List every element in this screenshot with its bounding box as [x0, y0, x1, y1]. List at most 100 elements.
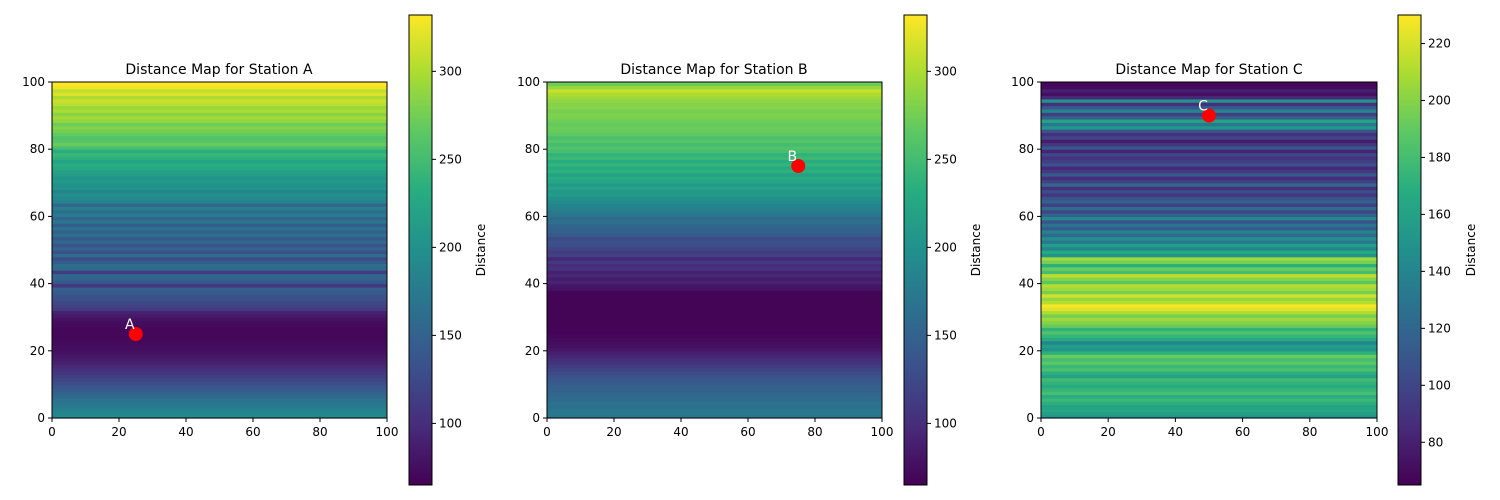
- x-tick-label: 60: [1235, 425, 1250, 439]
- heatmap-row: [1041, 179, 1377, 184]
- heatmap-row: [547, 196, 882, 201]
- heatmap-row: [52, 129, 387, 133]
- heatmap-row: [547, 85, 882, 90]
- distance-map-panel-a: Distance Map for Station A 0 20 40 60 80 100 …: [22, 14, 488, 486]
- heatmap-row: [547, 102, 882, 107]
- heatmap-row: [1041, 360, 1377, 365]
- heatmap-row: [52, 223, 387, 228]
- heatmap-row: [1041, 286, 1377, 291]
- heatmap-row: [547, 313, 882, 318]
- heatmap-row: [547, 377, 882, 382]
- heatmap-row: [52, 323, 387, 328]
- heatmap-row: [547, 370, 882, 375]
- heatmap-row: [52, 263, 387, 268]
- heatmap-row: [547, 290, 882, 295]
- x-tick-label: 80: [312, 425, 327, 439]
- heatmap-row: [547, 192, 882, 197]
- heatmap-row: [1041, 145, 1377, 150]
- colorbar-tick-label: 140: [1428, 264, 1451, 278]
- heatmap-row: [1041, 407, 1377, 412]
- x-tick-label: 0: [543, 425, 551, 439]
- heatmap-row: [1041, 313, 1377, 318]
- heatmap-row: [52, 381, 387, 385]
- colorbar-ticks: 100 150 200 250 300: [927, 64, 957, 430]
- heatmap-row: [52, 236, 387, 241]
- station-marker-b: B: [787, 149, 806, 173]
- heatmap-row: [547, 219, 882, 224]
- heatmap-row: [1041, 142, 1377, 147]
- y-tick-label: 100: [1011, 75, 1034, 89]
- heatmap-row: [547, 407, 882, 412]
- x-tick-label: 80: [1302, 425, 1317, 439]
- heatmap-row: [547, 266, 882, 271]
- heatmap-row: [1041, 327, 1377, 332]
- heatmap-row: [52, 320, 387, 325]
- heatmap-row: [52, 112, 387, 117]
- colorbar-tick-label: 300: [934, 64, 957, 78]
- heatmap-row: [52, 394, 387, 399]
- heatmap-row: [547, 381, 882, 385]
- heatmap-row: [1041, 263, 1377, 268]
- heatmap-row: [547, 300, 882, 305]
- heatmap-row: [547, 142, 882, 147]
- heatmap-row: [52, 367, 387, 372]
- colorbar-tick-label: 200: [439, 240, 462, 254]
- heatmap-row: [547, 202, 882, 207]
- heatmap-row: [52, 82, 387, 86]
- heatmap-row: [547, 88, 882, 93]
- heatmap-row: [547, 280, 882, 285]
- heatmap-row: [52, 229, 387, 234]
- heatmap-row: [547, 327, 882, 332]
- heatmap-row: [547, 95, 882, 100]
- heatmap-row: [547, 411, 882, 416]
- heatmap-row: [547, 263, 882, 268]
- heatmap-row: [547, 344, 882, 349]
- heatmap-row: [1041, 162, 1377, 167]
- heatmap-row: [1041, 216, 1377, 221]
- heatmap-row: [547, 414, 882, 419]
- heatmap-row: [1041, 169, 1377, 174]
- heatmap-row: [1041, 226, 1377, 231]
- heatmap-row: [547, 105, 882, 110]
- heatmap-row: [547, 387, 882, 392]
- colorbar-tick-label: 120: [1428, 321, 1451, 335]
- heatmap-row: [52, 115, 387, 120]
- heatmap-row: [52, 256, 387, 261]
- heatmap-row: [547, 159, 882, 164]
- heatmap-row: [547, 82, 882, 86]
- heatmap-row: [1041, 149, 1377, 154]
- y-tick-label: 100: [22, 75, 45, 89]
- y-axis: 0 20 40 60 80 100: [1011, 75, 1041, 425]
- heatmap-row: [1041, 166, 1377, 170]
- x-tick-label: 20: [1101, 425, 1116, 439]
- heatmap-row: [547, 397, 882, 402]
- heatmap-row: [1041, 186, 1377, 191]
- heatmap-row: [1041, 236, 1377, 241]
- x-tick-label: 80: [807, 425, 822, 439]
- heatmap-row: [547, 384, 882, 389]
- station-marker-a: A: [125, 317, 143, 341]
- heatmap-row: [547, 229, 882, 234]
- heatmap-row: [52, 387, 387, 392]
- heatmap-row: [547, 340, 882, 345]
- x-tick-label: 0: [1037, 425, 1045, 439]
- heatmap: [52, 82, 387, 419]
- heatmap-row: [547, 162, 882, 167]
- heatmap-row: [52, 108, 387, 113]
- heatmap-row: [547, 155, 882, 160]
- plot-frame: [546, 81, 883, 419]
- y-tick-label: 20: [1019, 344, 1034, 358]
- heatmap-row: [1041, 404, 1377, 409]
- heatmap-row: [52, 273, 387, 278]
- heatmap-row: [52, 270, 387, 275]
- heatmap-row: [52, 105, 387, 110]
- heatmap-row: [1041, 317, 1377, 322]
- heatmap-row: [1041, 260, 1377, 265]
- heatmap-row: [52, 233, 387, 238]
- heatmap-row: [52, 347, 387, 352]
- colorbar-tick-label: 180: [1428, 150, 1451, 164]
- heatmap-row: [52, 172, 387, 177]
- heatmap-row: [52, 189, 387, 194]
- heatmap-row: [1041, 206, 1377, 211]
